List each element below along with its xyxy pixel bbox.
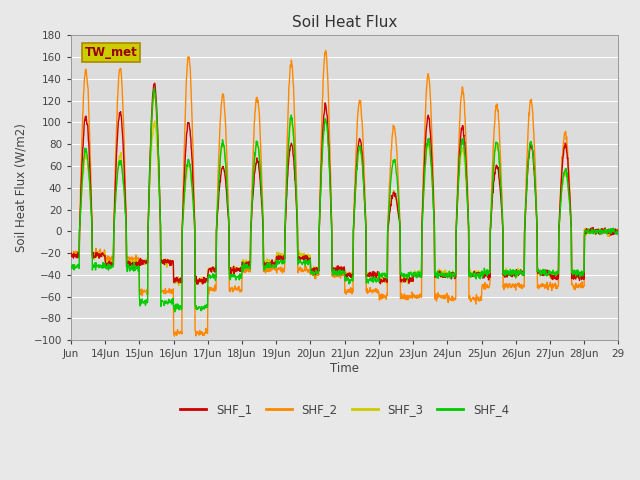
SHF_1 bbox=[555, 273, 563, 279]
SHF_3 bbox=[175, 283, 182, 288]
SHF_2 bbox=[474, 295, 482, 301]
SHF_4 bbox=[331, 272, 339, 277]
SHF_3 bbox=[474, 270, 482, 276]
SHF_2 bbox=[322, 48, 330, 53]
SHF_2 bbox=[608, 228, 616, 234]
SHF_4 bbox=[614, 229, 622, 235]
SHF_2 bbox=[614, 228, 622, 234]
Legend: SHF_1, SHF_2, SHF_3, SHF_4: SHF_1, SHF_2, SHF_3, SHF_4 bbox=[175, 398, 514, 420]
Line: SHF_4: SHF_4 bbox=[71, 88, 618, 312]
SHF_4 bbox=[150, 85, 158, 91]
SHF_4 bbox=[171, 309, 179, 315]
SHF_2 bbox=[153, 114, 161, 120]
Title: Soil Heat Flux: Soil Heat Flux bbox=[292, 15, 397, 30]
SHF_4 bbox=[555, 268, 563, 274]
SHF_1 bbox=[153, 114, 161, 120]
X-axis label: Time: Time bbox=[330, 362, 359, 375]
SHF_2 bbox=[331, 271, 339, 277]
SHF_2 bbox=[555, 283, 563, 289]
SHF_4 bbox=[153, 113, 161, 119]
SHF_3 bbox=[614, 228, 622, 234]
SHF_2 bbox=[170, 333, 178, 339]
SHF_2 bbox=[321, 60, 328, 65]
SHF_3 bbox=[608, 231, 616, 237]
SHF_1 bbox=[194, 281, 202, 287]
SHF_3 bbox=[331, 270, 339, 276]
SHF_3 bbox=[153, 136, 161, 142]
SHF_4 bbox=[608, 227, 616, 233]
SHF_1 bbox=[608, 232, 616, 238]
Line: SHF_3: SHF_3 bbox=[71, 120, 618, 286]
SHF_4 bbox=[474, 273, 482, 279]
Line: SHF_1: SHF_1 bbox=[71, 84, 618, 284]
SHF_1 bbox=[67, 250, 75, 255]
SHF_3 bbox=[321, 124, 328, 130]
Y-axis label: Soil Heat Flux (W/m2): Soil Heat Flux (W/m2) bbox=[15, 123, 28, 252]
SHF_4 bbox=[321, 121, 328, 127]
SHF_1 bbox=[151, 81, 159, 86]
SHF_3 bbox=[67, 253, 75, 259]
SHF_4 bbox=[67, 264, 75, 270]
SHF_1 bbox=[331, 266, 339, 272]
SHF_1 bbox=[614, 227, 622, 232]
SHF_3 bbox=[321, 117, 329, 122]
Text: TW_met: TW_met bbox=[84, 46, 138, 59]
SHF_2 bbox=[67, 251, 75, 257]
SHF_3 bbox=[555, 275, 563, 280]
Line: SHF_2: SHF_2 bbox=[71, 50, 618, 336]
SHF_1 bbox=[474, 270, 482, 276]
SHF_1 bbox=[321, 108, 328, 114]
